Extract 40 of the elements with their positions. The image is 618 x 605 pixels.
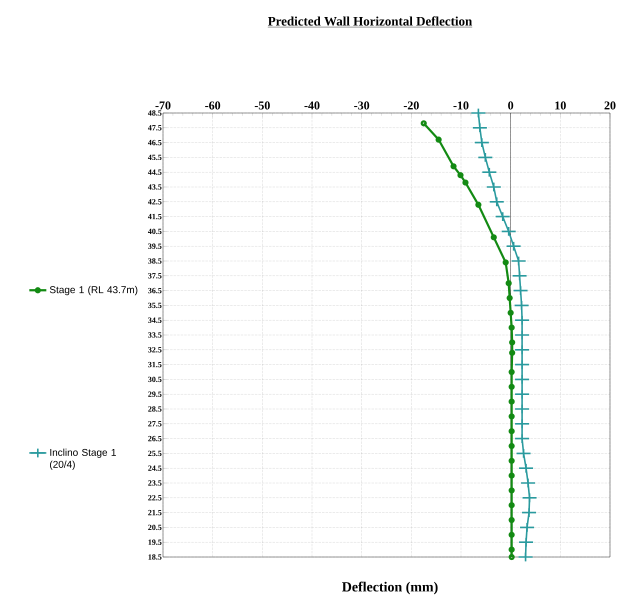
x-tick-label: -40 — [304, 101, 320, 110]
point — [508, 546, 515, 553]
point — [462, 179, 469, 186]
point — [508, 532, 515, 538]
x-tick-label: -10 — [453, 101, 469, 110]
x-tick-label: 0 — [508, 101, 514, 110]
x-tick-label: 20 — [604, 101, 616, 110]
x-tick-label: -70 — [155, 101, 171, 110]
point — [508, 398, 515, 405]
point — [509, 350, 516, 356]
x-axis-title: Deflection (mm) — [342, 582, 438, 594]
point — [502, 259, 509, 266]
point — [508, 428, 515, 434]
point — [508, 384, 515, 390]
point — [508, 472, 515, 479]
x-tick-label: -20 — [404, 101, 419, 110]
x-tick-label: -60 — [205, 101, 220, 110]
point — [508, 487, 515, 494]
point — [436, 136, 442, 143]
x-tick-label: -50 — [254, 101, 270, 110]
point — [508, 310, 514, 316]
point — [508, 368, 515, 376]
x-tick-label: 10 — [555, 101, 566, 110]
point — [508, 324, 515, 331]
point — [508, 502, 515, 508]
point — [508, 516, 515, 524]
point — [490, 234, 497, 240]
point — [450, 163, 457, 170]
legend-label: Inclino Stage 1 (20/4) — [50, 448, 116, 470]
x-tick-label: -30 — [354, 101, 370, 110]
point — [508, 413, 515, 420]
chart-title: Predicted Wall Horizontal Deflection — [268, 16, 472, 26]
legend-label: Stage 1 (RL 43.7m) — [50, 286, 138, 296]
point — [506, 280, 512, 286]
point — [508, 458, 515, 464]
point — [508, 442, 515, 450]
point — [506, 294, 513, 302]
point — [475, 202, 482, 208]
point — [509, 339, 516, 346]
point — [457, 172, 464, 178]
